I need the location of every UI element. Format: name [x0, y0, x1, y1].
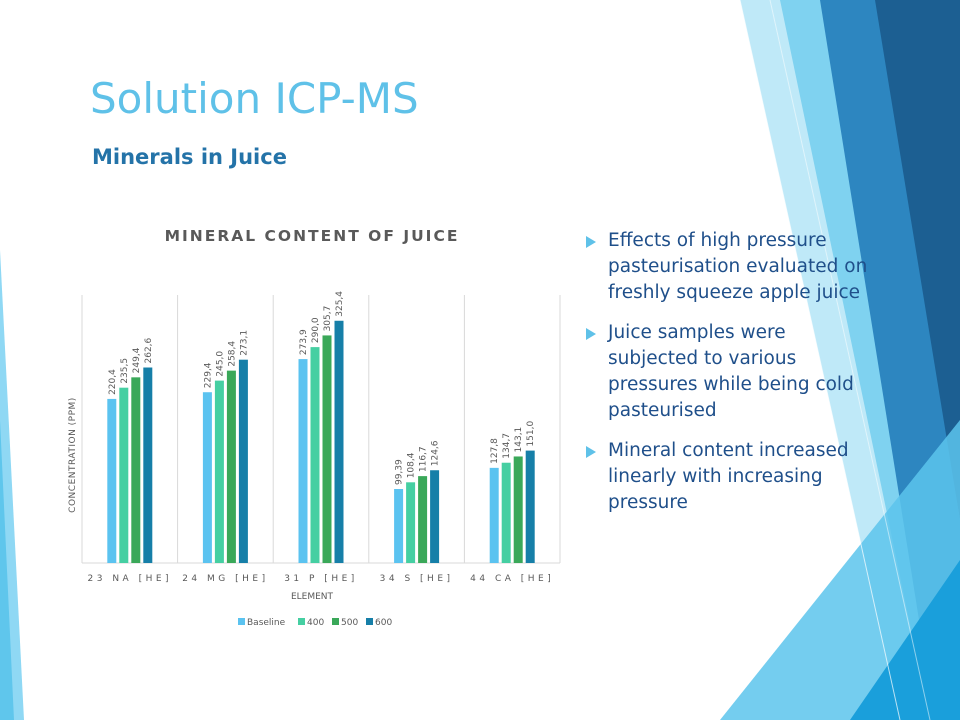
legend-swatch [366, 618, 373, 625]
bullet-text: Mineral content increased linearly with … [608, 440, 849, 513]
data-label: 116,7 [419, 446, 429, 472]
x-tick-label: 23 NA [HE] [88, 574, 173, 584]
data-label: 249,4 [132, 347, 142, 373]
chart-title: MINERAL CONTENT OF JUICE [165, 227, 460, 245]
bullet-item: Mineral content increased linearly with … [580, 438, 880, 516]
data-label: 134,7 [502, 433, 512, 459]
slide-title: Solution ICP-MS [90, 74, 419, 123]
legend-label: Baseline [247, 618, 286, 628]
data-label: 262,6 [144, 337, 154, 363]
bullet-item: Juice samples were subjected to various … [580, 320, 880, 424]
data-label: 325,4 [335, 291, 345, 317]
legend-label: 600 [375, 618, 392, 628]
plot-area: 220,4 235,5 249,4 262,6 23 NA [HE] 229,4 245,0… [81, 291, 561, 584]
chart-legend: Baseline 400 500 600 [238, 618, 392, 628]
triangle-bullet-icon [586, 446, 596, 458]
bar [322, 335, 332, 563]
legend-label: 500 [341, 618, 358, 628]
bar [501, 462, 511, 563]
x-tick-label: 34 S [HE] [380, 574, 454, 584]
triangle-bullet-icon [586, 236, 596, 248]
data-label: 143,1 [514, 427, 524, 453]
data-label: 124,6 [431, 440, 441, 466]
bullet-text: Effects of high pressure pasteurisation … [608, 230, 868, 303]
legend-swatch [298, 618, 305, 625]
bar [418, 476, 428, 563]
bar [334, 320, 344, 563]
bar [238, 359, 248, 563]
bullet-text: Juice samples were subjected to various … [608, 322, 854, 421]
mineral-content-chart: MINERAL CONTENT OF JUICE CONCENTRATION (… [68, 227, 561, 628]
bar [107, 398, 117, 563]
bar [525, 450, 535, 563]
bar [430, 470, 440, 563]
bar [310, 347, 320, 563]
legend-label: 400 [307, 618, 324, 628]
bar [214, 380, 224, 563]
x-tick-label: 31 P [HE] [284, 574, 358, 584]
legend-swatch [332, 618, 339, 625]
x-axis-label: ELEMENT [291, 592, 334, 602]
bar [298, 359, 308, 563]
data-label: 229,4 [203, 362, 213, 388]
triangle-bullet-icon [586, 328, 596, 340]
data-label: 305,7 [323, 306, 333, 332]
bar [513, 456, 523, 563]
bar [202, 392, 212, 563]
data-label: 99,39 [395, 459, 405, 485]
right-decoration [720, 0, 960, 720]
bullet-list: Effects of high pressure pasteurisation … [580, 228, 880, 530]
data-label: 245,0 [215, 351, 225, 377]
data-label: 235,5 [120, 358, 130, 384]
bar [131, 377, 141, 563]
bar [406, 482, 416, 563]
bar [143, 367, 153, 563]
x-tick-label: 24 MG [HE] [182, 574, 268, 584]
bar [226, 370, 236, 563]
data-label: 258,4 [227, 341, 237, 367]
bar [394, 489, 404, 563]
data-label: 108,4 [407, 452, 417, 478]
data-label: 127,8 [490, 438, 500, 464]
data-label: 273,9 [299, 329, 309, 355]
data-label: 220,4 [108, 369, 118, 395]
y-axis-label: CONCENTRATION (PPM) [68, 397, 78, 513]
data-label: 290,0 [311, 317, 321, 343]
data-label: 151,0 [526, 421, 536, 447]
legend-swatch [238, 618, 245, 625]
x-tick-label: 44 CA [HE] [470, 574, 554, 584]
bar [489, 467, 499, 563]
bar [119, 387, 129, 563]
left-decoration [0, 250, 24, 720]
data-label: 273,1 [239, 330, 249, 356]
slide-subtitle: Minerals in Juice [92, 145, 287, 169]
bullet-item: Effects of high pressure pasteurisation … [580, 228, 880, 306]
